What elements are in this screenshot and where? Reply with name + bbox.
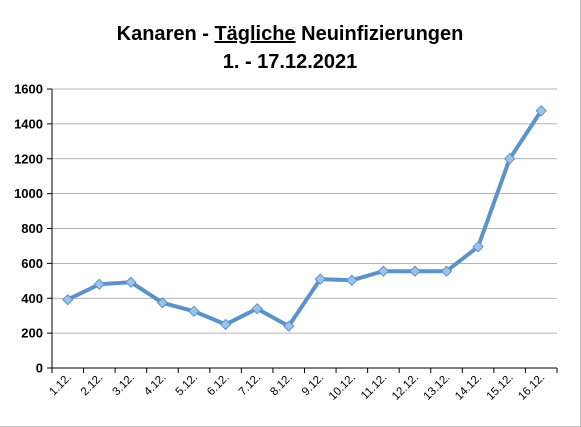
data-point-marker: [251, 303, 263, 315]
y-tick-label: 800: [21, 221, 43, 236]
x-tick-label: 3.12.: [110, 372, 137, 399]
data-point-marker: [472, 241, 484, 253]
y-tick-label: 200: [21, 326, 43, 341]
data-point-marker: [125, 276, 137, 288]
x-tick-label: 7.12.: [237, 372, 264, 399]
data-point-marker: [156, 297, 169, 309]
x-tick-label: 11.12.: [359, 372, 389, 402]
y-tick-label: 1400: [14, 116, 43, 131]
x-tick-label: 9.12.: [300, 372, 327, 399]
data-point-marker: [219, 318, 232, 331]
data-point-marker: [440, 265, 453, 277]
x-tick-label: 15.12.: [485, 372, 516, 403]
chart-title-part3: Neuinfizierungen: [296, 23, 464, 45]
gridlines: [52, 88, 557, 334]
data-point-marker: [283, 320, 295, 332]
x-tick-label: 2.12.: [79, 372, 106, 399]
x-tick-label: 6.12.: [205, 372, 232, 399]
y-tick-label: 1000: [14, 186, 43, 201]
data-point-marker: [409, 265, 421, 277]
data-point-marker: [188, 305, 200, 318]
x-tick-label: 10.12.: [327, 372, 358, 403]
y-tick-label: 600: [21, 256, 43, 271]
chart-title: Kanaren - Tägliche Neuinfizierungen: [117, 23, 464, 45]
data-point-marker: [62, 293, 74, 306]
data-series: [62, 105, 547, 332]
x-tick-label: 13.12.: [422, 372, 453, 403]
axes: [47, 88, 558, 373]
y-tick-labels: 0 200 400 600 800 1000 1200 1400 1600: [14, 82, 43, 376]
x-tick-label: 16.12.: [516, 372, 547, 403]
x-tick-label: 8.12.: [268, 372, 295, 399]
data-point-marker: [503, 153, 516, 165]
chart-subtitle: 1. - 17.12.2021: [223, 51, 358, 73]
x-tick-label: 5.12.: [174, 372, 201, 399]
data-point-marker: [314, 273, 326, 285]
x-tick-label: 12.12.: [390, 372, 421, 403]
y-tick-label: 0: [36, 361, 43, 376]
y-tick-label: 1200: [14, 151, 43, 166]
x-tick-label: 14.12.: [453, 372, 484, 403]
y-tick-label: 1600: [14, 82, 43, 97]
x-tick-labels: 1.12. 2.12. 3.12. 4.12. 5.12. 6.12. 7.12. 8.12.…: [47, 372, 547, 403]
data-point-marker: [377, 265, 390, 277]
x-tick-label: 4.12.: [142, 372, 169, 399]
chart-title-part2: Tägliche: [214, 23, 295, 45]
data-point-marker: [93, 278, 106, 291]
y-tick-label: 400: [21, 291, 43, 306]
chart-title-part1: Kanaren -: [117, 23, 215, 45]
x-tick-label: 1.12.: [47, 372, 74, 399]
data-point-marker: [535, 105, 547, 117]
data-point-marker: [346, 274, 358, 286]
series-line: [65, 108, 544, 329]
